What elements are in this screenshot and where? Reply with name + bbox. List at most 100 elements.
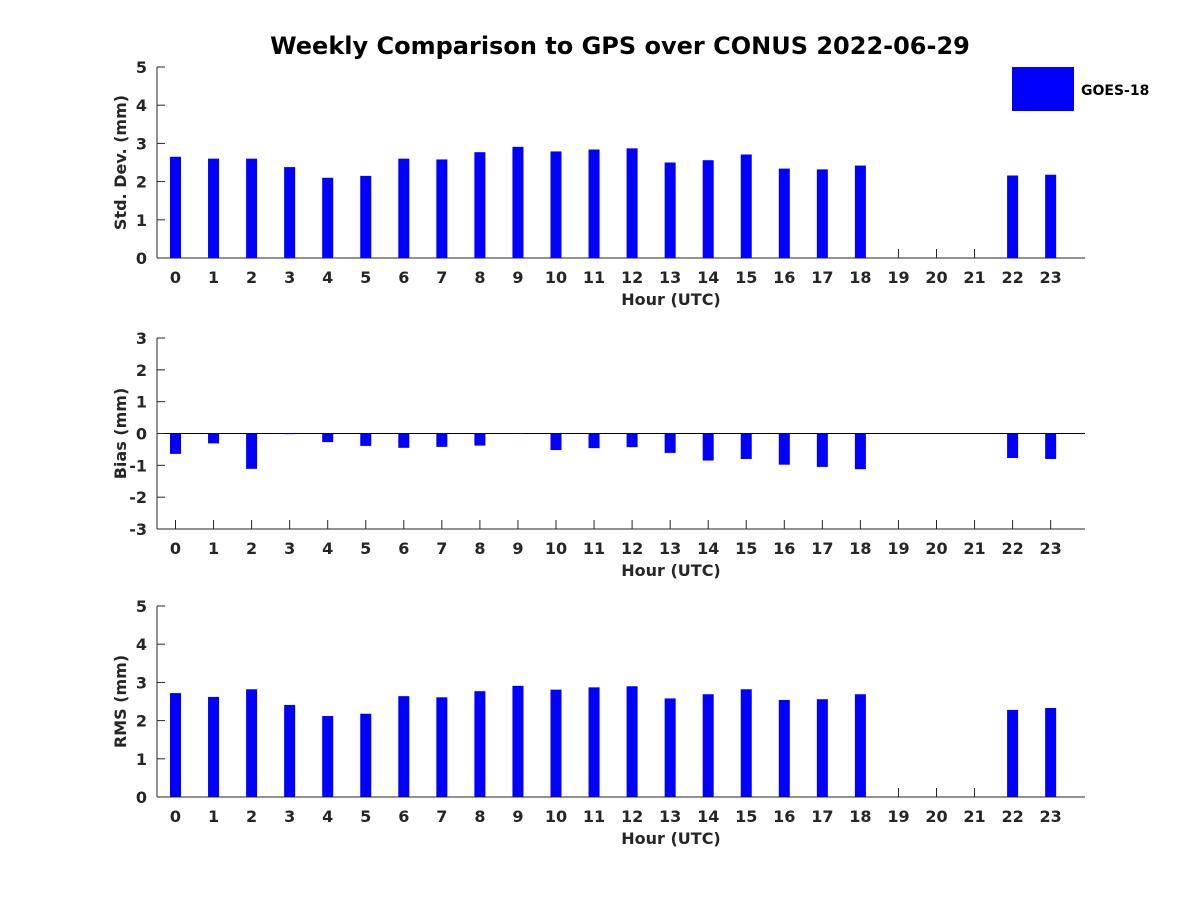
y-tick-label: 2 xyxy=(136,361,147,380)
x-tick-label: 20 xyxy=(925,539,947,558)
bar-std-14 xyxy=(702,160,714,258)
y-tick-label: 1 xyxy=(136,750,147,769)
bar-bias-18 xyxy=(854,433,866,470)
x-tick-label: 13 xyxy=(659,807,681,826)
bar-std-0 xyxy=(170,156,181,258)
bar-std-4 xyxy=(322,177,334,258)
x-tick-label: 14 xyxy=(697,807,719,826)
legend-label: GOES-18 xyxy=(1081,83,1149,99)
legend-swatch xyxy=(1012,67,1074,111)
x-tick-label: 17 xyxy=(811,268,833,287)
bar-std-17 xyxy=(816,169,828,258)
bar-std-13 xyxy=(664,162,676,258)
y-axis-label: RMS (mm) xyxy=(111,655,130,748)
x-tick-label: 15 xyxy=(735,268,757,287)
bar-bias-2 xyxy=(246,433,258,469)
x-tick-label: 9 xyxy=(512,807,523,826)
x-tick-label: 6 xyxy=(398,807,409,826)
bar-rms-5 xyxy=(360,713,372,797)
x-tick-label: 3 xyxy=(284,539,295,558)
x-tick-label: 22 xyxy=(1001,807,1023,826)
bar-rms-14 xyxy=(702,694,714,797)
x-tick-label: 23 xyxy=(1040,807,1062,826)
bar-bias-16 xyxy=(778,433,790,465)
bar-bias-14 xyxy=(702,433,714,461)
bar-bias-15 xyxy=(740,433,752,459)
x-tick-label: 10 xyxy=(545,268,567,287)
bar-std-8 xyxy=(474,152,486,258)
x-tick-label: 18 xyxy=(849,539,871,558)
bar-rms-23 xyxy=(1045,707,1057,797)
bar-std-2 xyxy=(246,158,258,258)
x-tick-label: 3 xyxy=(284,807,295,826)
bar-rms-13 xyxy=(664,698,676,797)
x-tick-label: 23 xyxy=(1040,539,1062,558)
bar-bias-11 xyxy=(588,433,600,449)
x-axis-label: Hour (UTC) xyxy=(621,561,721,580)
bar-bias-3 xyxy=(284,433,296,435)
y-tick-label: 1 xyxy=(136,211,147,230)
x-tick-label: 23 xyxy=(1040,268,1062,287)
bar-rms-6 xyxy=(398,696,410,797)
x-tick-label: 14 xyxy=(697,539,719,558)
bar-rms-22 xyxy=(1007,709,1019,797)
x-tick-label: 3 xyxy=(284,268,295,287)
bar-rms-10 xyxy=(550,689,562,797)
y-tick-label: -2 xyxy=(129,488,147,507)
bar-rms-3 xyxy=(284,704,296,797)
y-tick-label: 2 xyxy=(136,712,147,731)
x-tick-label: 7 xyxy=(436,807,447,826)
x-tick-label: 20 xyxy=(925,268,947,287)
x-tick-label: 11 xyxy=(583,268,605,287)
x-tick-label: 8 xyxy=(474,539,485,558)
x-tick-label: 8 xyxy=(474,268,485,287)
x-tick-label: 15 xyxy=(735,539,757,558)
bar-std-7 xyxy=(436,159,448,258)
chart-title: Weekly Comparison to GPS over CONUS 2022… xyxy=(270,32,970,60)
x-tick-label: 15 xyxy=(735,807,757,826)
x-tick-label: 1 xyxy=(208,268,219,287)
x-tick-label: 0 xyxy=(170,807,181,826)
bar-std-3 xyxy=(284,167,296,258)
x-tick-label: 9 xyxy=(512,268,523,287)
bar-bias-8 xyxy=(474,433,486,446)
bar-std-23 xyxy=(1045,174,1057,258)
x-tick-label: 0 xyxy=(170,539,181,558)
bar-bias-17 xyxy=(816,433,828,467)
bar-rms-7 xyxy=(436,697,448,797)
x-tick-label: 21 xyxy=(963,268,985,287)
y-tick-label: 2 xyxy=(136,173,147,192)
bar-bias-9 xyxy=(512,433,524,434)
bar-rms-8 xyxy=(474,691,486,797)
bar-std-6 xyxy=(398,158,410,258)
x-tick-label: 2 xyxy=(246,807,257,826)
x-tick-label: 19 xyxy=(887,807,909,826)
x-tick-label: 22 xyxy=(1001,539,1023,558)
y-tick-label: 3 xyxy=(136,673,147,692)
y-tick-label: 0 xyxy=(136,425,147,444)
x-tick-label: 22 xyxy=(1001,268,1023,287)
y-tick-label: 3 xyxy=(136,329,147,348)
bar-std-9 xyxy=(512,146,524,258)
bar-bias-7 xyxy=(436,433,448,447)
bar-std-16 xyxy=(778,168,790,258)
y-tick-label: 1 xyxy=(136,393,147,412)
bar-bias-13 xyxy=(664,433,676,453)
bar-std-22 xyxy=(1007,175,1019,258)
x-tick-label: 16 xyxy=(773,807,795,826)
y-tick-label: 3 xyxy=(136,134,147,153)
y-axis-label: Bias (mm) xyxy=(111,388,130,480)
bar-bias-22 xyxy=(1007,433,1019,459)
bar-bias-6 xyxy=(398,433,410,448)
bar-rms-16 xyxy=(778,699,790,797)
x-tick-label: 12 xyxy=(621,539,643,558)
x-tick-label: 1 xyxy=(208,807,219,826)
bar-rms-17 xyxy=(816,699,828,797)
x-tick-label: 2 xyxy=(246,268,257,287)
x-tick-label: 6 xyxy=(398,268,409,287)
bar-rms-11 xyxy=(588,687,600,797)
